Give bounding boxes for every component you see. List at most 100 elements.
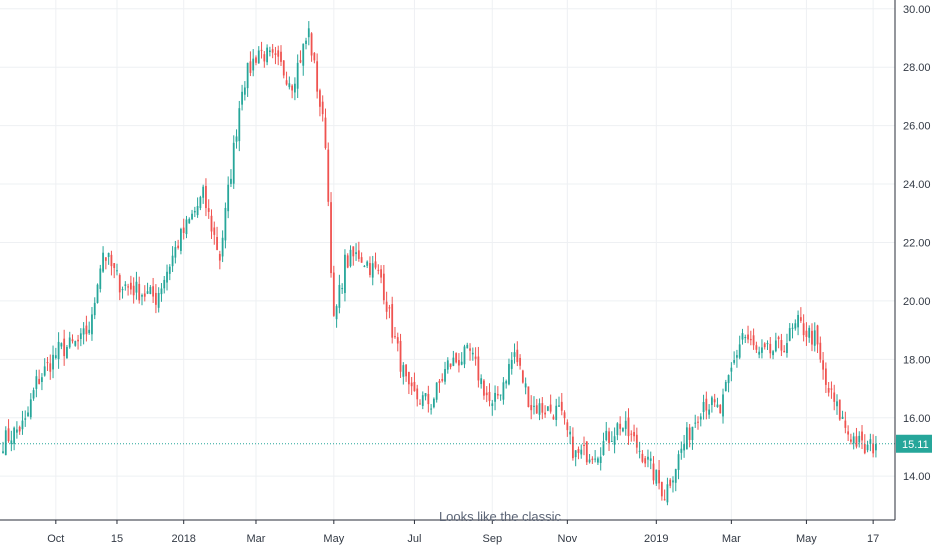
- candle-body: [724, 382, 727, 392]
- candle: [808, 325, 811, 343]
- candle: [566, 419, 569, 437]
- candle-body: [594, 458, 597, 460]
- candle: [410, 376, 413, 395]
- y-tick-label: 18.00: [903, 354, 931, 366]
- candle: [774, 332, 777, 353]
- candle-body: [60, 343, 63, 347]
- candle-body: [121, 289, 124, 291]
- candle-body: [149, 287, 152, 294]
- candle: [708, 404, 711, 419]
- candle-body: [135, 281, 138, 293]
- candle: [594, 450, 597, 463]
- candle-body: [733, 360, 736, 363]
- candle: [307, 21, 310, 46]
- candle: [41, 373, 43, 391]
- candle: [369, 256, 371, 278]
- candle-body: [658, 470, 660, 484]
- candle-body: [113, 263, 116, 268]
- candle: [419, 399, 421, 405]
- candle-body: [355, 252, 357, 255]
- candle-body: [730, 367, 733, 372]
- candle: [121, 286, 124, 299]
- candle: [407, 371, 410, 395]
- candle-body: [7, 428, 10, 442]
- candle: [399, 333, 402, 378]
- candle: [88, 321, 91, 335]
- candle: [763, 342, 766, 350]
- candle: [761, 339, 763, 359]
- candle-body: [655, 469, 658, 484]
- candle-body: [660, 481, 663, 497]
- candle: [71, 334, 74, 344]
- candle: [385, 291, 388, 320]
- candle: [635, 427, 638, 454]
- candle: [816, 324, 819, 354]
- candle: [49, 354, 52, 380]
- candle: [483, 379, 485, 400]
- candle: [213, 221, 216, 245]
- candle: [627, 408, 630, 445]
- candle-body: [35, 376, 38, 389]
- candle: [360, 252, 363, 263]
- candle-body: [588, 459, 591, 463]
- candle-body: [71, 339, 74, 342]
- candle: [680, 441, 683, 460]
- candle: [166, 264, 168, 291]
- candle: [449, 363, 452, 370]
- candle: [683, 434, 685, 458]
- candle: [452, 350, 455, 367]
- candle-body: [79, 333, 82, 339]
- candle-body: [16, 429, 18, 433]
- candle-body: [683, 444, 685, 451]
- candle-body: [352, 246, 355, 257]
- candle-body: [619, 423, 622, 429]
- candle-body: [394, 336, 396, 338]
- candles: [2, 21, 877, 506]
- candle-body: [644, 458, 647, 464]
- candle-body: [99, 268, 102, 289]
- candle: [711, 395, 713, 413]
- candle-body: [438, 380, 441, 383]
- candle: [85, 315, 88, 342]
- candle-body: [747, 334, 749, 340]
- candle: [52, 345, 54, 379]
- y-tick-label: 20.00: [903, 296, 931, 308]
- candle-body: [116, 270, 118, 272]
- candle-body: [694, 422, 697, 424]
- candle: [341, 283, 344, 294]
- candle-body: [93, 302, 96, 316]
- candle: [160, 283, 163, 302]
- candle: [38, 369, 41, 385]
- candle: [391, 296, 394, 344]
- candle-body: [491, 403, 494, 406]
- candle: [374, 252, 377, 270]
- candle-body: [533, 405, 535, 407]
- x-tick-label: 17: [867, 533, 879, 545]
- x-tick-label: 2019: [644, 533, 668, 545]
- candle: [499, 394, 502, 401]
- candle: [744, 334, 747, 343]
- candle: [305, 37, 307, 50]
- candle: [316, 53, 319, 99]
- candle: [168, 264, 171, 281]
- candle-body: [824, 368, 827, 385]
- candle-body: [758, 351, 761, 355]
- candle: [672, 476, 674, 493]
- candle: [210, 209, 213, 240]
- candle: [196, 197, 199, 218]
- candle-body: [519, 357, 521, 366]
- candle-body: [697, 421, 699, 423]
- candle-body: [510, 359, 513, 369]
- candle-body: [711, 397, 713, 406]
- candle: [466, 342, 469, 349]
- candle-body: [666, 484, 669, 503]
- candle: [847, 425, 850, 442]
- candle: [685, 422, 688, 450]
- candle: [16, 421, 18, 439]
- candle: [57, 332, 60, 369]
- candle: [207, 199, 210, 219]
- candle-body: [430, 408, 433, 410]
- candle: [129, 275, 132, 295]
- candle-body: [246, 62, 249, 89]
- candle-body: [738, 344, 741, 358]
